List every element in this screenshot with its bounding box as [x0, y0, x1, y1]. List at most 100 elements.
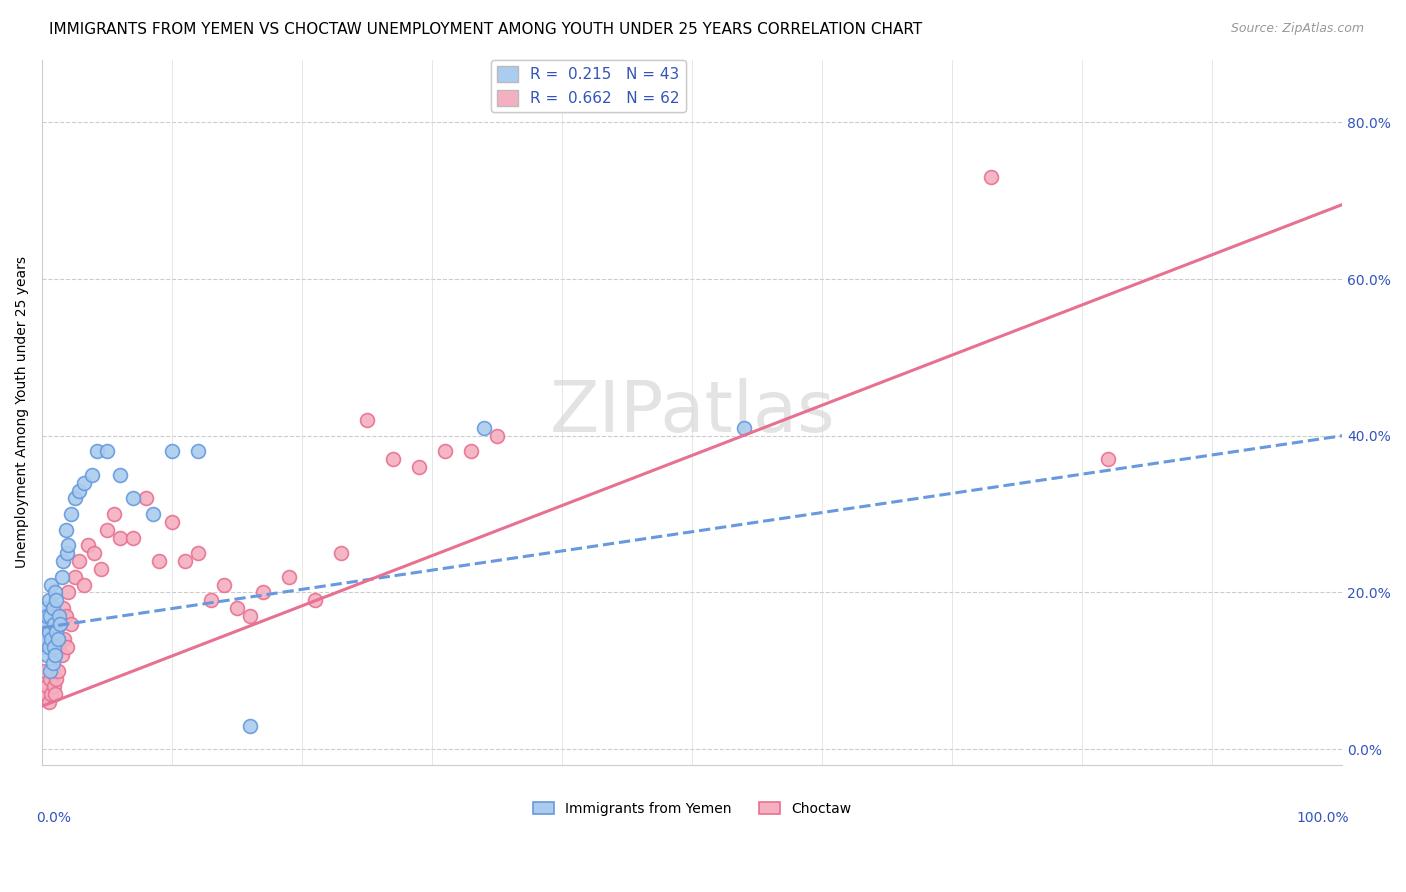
Point — [486, 428, 509, 442]
Point — [330, 546, 353, 560]
Point — [38, 593, 60, 607]
Point — [63, 570, 86, 584]
Point — [39, 632, 62, 647]
Point — [252, 585, 274, 599]
Point — [55, 609, 77, 624]
Point — [39, 664, 62, 678]
Text: IMMIGRANTS FROM YEMEN VS CHOCTAW UNEMPLOYMENT AMONG YOUTH UNDER 25 YEARS CORRELA: IMMIGRANTS FROM YEMEN VS CHOCTAW UNEMPLO… — [49, 22, 922, 37]
Point — [35, 601, 58, 615]
Point — [174, 554, 197, 568]
Point — [56, 546, 79, 560]
Point — [55, 523, 77, 537]
Y-axis label: Unemployment Among Youth under 25 years: Unemployment Among Youth under 25 years — [15, 256, 30, 568]
Point — [80, 467, 103, 482]
Point — [460, 444, 482, 458]
Point — [42, 616, 65, 631]
Point — [39, 609, 62, 624]
Point — [46, 632, 69, 647]
Point — [37, 609, 59, 624]
Point — [41, 664, 63, 678]
Legend: R =  0.215   N = 43, R =  0.662   N = 62: R = 0.215 N = 43, R = 0.662 N = 62 — [491, 60, 686, 112]
Point — [37, 680, 59, 694]
Point — [35, 632, 58, 647]
Point — [39, 687, 62, 701]
Point — [472, 421, 495, 435]
Point — [39, 672, 62, 686]
Point — [58, 585, 80, 599]
Point — [108, 467, 131, 482]
Point — [980, 170, 1002, 185]
Point — [200, 593, 222, 607]
Point — [382, 452, 405, 467]
Point — [41, 656, 63, 670]
Text: Source: ZipAtlas.com: Source: ZipAtlas.com — [1230, 22, 1364, 36]
Point — [49, 616, 72, 631]
Point — [356, 413, 378, 427]
Point — [103, 507, 125, 521]
Point — [42, 640, 65, 655]
Point — [45, 624, 67, 639]
Text: 0.0%: 0.0% — [35, 811, 70, 825]
Point — [44, 648, 66, 662]
Point — [59, 616, 82, 631]
Point — [1097, 452, 1119, 467]
Point — [187, 444, 209, 458]
Point — [733, 421, 755, 435]
Point — [53, 632, 76, 647]
Point — [52, 554, 75, 568]
Point — [76, 538, 98, 552]
Point — [38, 695, 60, 709]
Point — [73, 475, 96, 490]
Point — [38, 624, 60, 639]
Point — [408, 460, 430, 475]
Point — [83, 546, 105, 560]
Point — [45, 672, 67, 686]
Point — [122, 531, 145, 545]
Point — [44, 585, 66, 599]
Point — [38, 624, 60, 639]
Point — [96, 444, 118, 458]
Point — [37, 648, 59, 662]
Point — [42, 648, 65, 662]
Point — [34, 664, 56, 678]
Point — [42, 680, 65, 694]
Point — [86, 444, 108, 458]
Point — [48, 640, 70, 655]
Point — [187, 546, 209, 560]
Point — [38, 640, 60, 655]
Point — [49, 616, 72, 631]
Point — [90, 562, 112, 576]
Text: ZIPatlas: ZIPatlas — [550, 377, 835, 447]
Point — [44, 616, 66, 631]
Point — [135, 491, 157, 506]
Point — [32, 640, 55, 655]
Point — [45, 624, 67, 639]
Point — [58, 538, 80, 552]
Point — [51, 570, 73, 584]
Point — [226, 601, 249, 615]
Point — [148, 554, 170, 568]
Point — [44, 687, 66, 701]
Point — [67, 554, 90, 568]
Point — [96, 523, 118, 537]
Point — [108, 531, 131, 545]
Point — [41, 601, 63, 615]
Point — [41, 632, 63, 647]
Point — [34, 616, 56, 631]
Point — [278, 570, 301, 584]
Point — [46, 664, 69, 678]
Point — [37, 609, 59, 624]
Point — [35, 616, 58, 631]
Point — [51, 648, 73, 662]
Point — [142, 507, 165, 521]
Point — [434, 444, 457, 458]
Point — [67, 483, 90, 498]
Point — [39, 577, 62, 591]
Point — [34, 632, 56, 647]
Point — [59, 507, 82, 521]
Point — [39, 640, 62, 655]
Point — [63, 491, 86, 506]
Point — [73, 577, 96, 591]
Point — [160, 444, 183, 458]
Point — [52, 601, 75, 615]
